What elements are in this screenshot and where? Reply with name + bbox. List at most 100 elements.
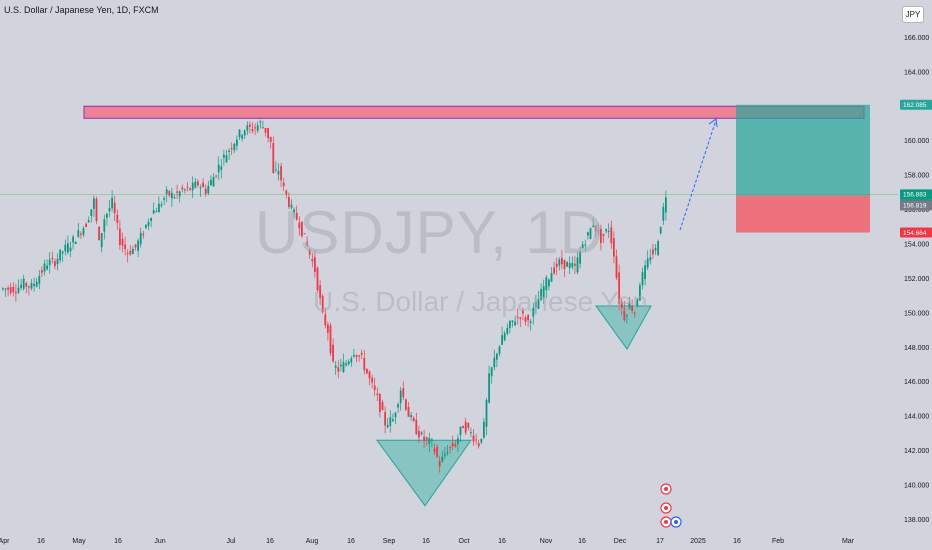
candle-body: [633, 312, 636, 314]
y-tick-label: 140.000: [904, 483, 929, 490]
candle: [142, 230, 145, 239]
candle: [77, 222, 80, 238]
candle: [308, 248, 311, 259]
candle: [501, 326, 503, 345]
currency-button[interactable]: JPY: [902, 6, 924, 23]
candle: [654, 244, 657, 255]
candle-body: [212, 176, 215, 187]
candle-body: [87, 220, 90, 223]
candle-body: [233, 143, 236, 151]
candle: [532, 302, 535, 325]
x-tick-label: 16: [114, 538, 122, 545]
candle-body: [272, 143, 275, 174]
candle-body: [587, 232, 589, 236]
candle: [126, 249, 129, 263]
candle-body: [529, 321, 532, 324]
candle: [288, 192, 290, 209]
x-tick-label: Dec: [614, 538, 627, 545]
candle: [516, 308, 519, 325]
candle: [176, 184, 178, 199]
candle-body: [308, 249, 311, 255]
candle: [620, 298, 623, 316]
candle: [607, 223, 610, 238]
candle: [592, 217, 594, 228]
candle-body: [350, 358, 353, 363]
candle-body: [134, 244, 137, 248]
candle: [113, 195, 116, 222]
candle-body: [100, 233, 103, 248]
candle-body: [12, 286, 15, 293]
candle-body: [397, 404, 399, 408]
candle: [134, 244, 137, 251]
x-tick-label: Feb: [772, 538, 784, 545]
flag-icon[interactable]: [670, 516, 682, 528]
candle: [389, 410, 392, 433]
candle: [298, 216, 301, 236]
flag-icon[interactable]: [660, 516, 672, 528]
candle-body: [20, 284, 22, 288]
candle: [558, 257, 561, 271]
candle: [303, 233, 306, 235]
candle: [631, 299, 633, 314]
candle-body: [623, 308, 626, 321]
candle: [524, 315, 527, 326]
candle: [243, 129, 246, 140]
x-tick-label: May: [72, 538, 86, 545]
candle-body: [475, 439, 477, 441]
candle-body: [628, 302, 631, 310]
candle: [649, 248, 652, 265]
x-tick-label: Jun: [154, 538, 165, 545]
candle-body: [568, 263, 571, 269]
candle-body: [665, 197, 667, 213]
candle-body: [527, 315, 529, 321]
candle-body: [451, 442, 454, 447]
candle: [7, 285, 9, 297]
candle: [514, 315, 516, 327]
candle: [249, 121, 251, 134]
candle: [191, 176, 194, 199]
candle-body: [228, 150, 230, 152]
candle-body: [56, 258, 59, 265]
candle: [28, 285, 30, 296]
candle-body: [46, 265, 48, 270]
candle: [155, 207, 158, 213]
time-axis[interactable]: Apr 16 May 16 Jun Jul 16 Aug 16 Sep 16 Oct 16 Nov 16 De…: [0, 538, 855, 545]
y-tick-label: 150.000: [904, 310, 929, 317]
lightning-icon[interactable]: [660, 483, 672, 495]
candle: [272, 136, 275, 174]
candle-body: [256, 125, 259, 131]
candle: [407, 401, 410, 417]
candle: [438, 455, 441, 473]
candle: [199, 184, 202, 197]
candle: [431, 437, 433, 448]
candle-body: [269, 136, 272, 142]
event-icons[interactable]: [660, 483, 682, 528]
candle: [477, 439, 480, 449]
candle-body: [116, 214, 119, 223]
entry-price-tag: [900, 200, 932, 211]
candle-body: [303, 233, 306, 235]
triangle-right: [595, 305, 652, 350]
price-axis[interactable]: 166.000164.000162.000160.000158.000156.0…: [904, 35, 929, 524]
candle-body: [626, 315, 628, 317]
candle-body: [25, 283, 28, 287]
y-tick-label: 158.000: [904, 173, 929, 180]
x-tick-label: 16: [578, 538, 586, 545]
candle-body: [483, 421, 485, 438]
candle: [121, 232, 124, 253]
candle: [108, 200, 111, 218]
candle-body: [477, 443, 480, 447]
candle-body: [641, 272, 644, 286]
candle-body: [594, 225, 597, 232]
candle-body: [35, 281, 38, 287]
candle: [467, 422, 470, 431]
candle-body: [542, 286, 545, 299]
candle-body: [415, 419, 418, 435]
flag-icon[interactable]: [660, 502, 672, 514]
candle: [147, 218, 150, 231]
candle-body: [392, 419, 394, 422]
candle: [379, 393, 381, 418]
candle: [251, 122, 254, 134]
y-tick-label: 138.000: [904, 517, 929, 524]
